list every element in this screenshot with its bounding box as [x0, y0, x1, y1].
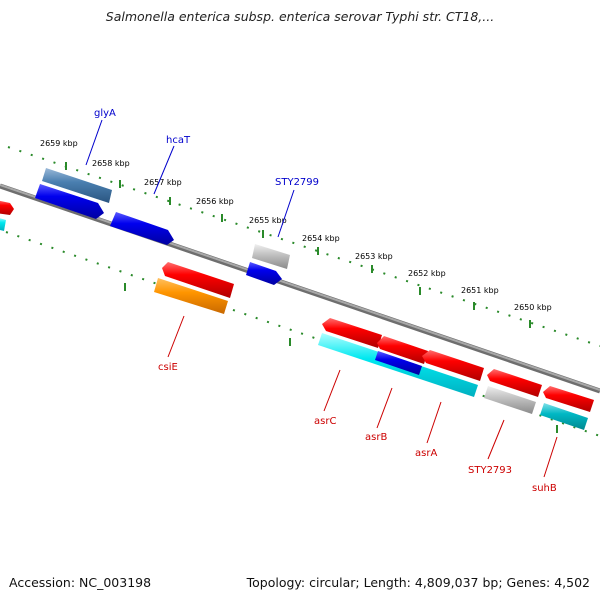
gene-feature[interactable]	[35, 184, 104, 219]
gene-feature[interactable]	[487, 369, 542, 397]
tick-label: 2653 kbp	[355, 252, 393, 261]
upper-label-connectors	[85, 119, 295, 238]
gene-label-STY2793[interactable]: STY2793	[468, 465, 512, 476]
gene-label-suhB[interactable]: suhB	[532, 483, 557, 494]
gene-feature[interactable]	[0, 217, 6, 231]
gene-feature[interactable]	[322, 318, 382, 348]
suhB-feature[interactable]	[540, 403, 588, 430]
STY2799-feature[interactable]	[252, 244, 290, 269]
outer-tick-ring	[7, 146, 600, 347]
glyA-feature[interactable]	[42, 168, 112, 203]
csiE-feature[interactable]	[154, 278, 228, 314]
tick-label: 2656 kbp	[196, 197, 234, 206]
gene-label-glyA[interactable]: glyA	[94, 108, 116, 119]
gene-label-hcaT[interactable]: hcaT	[166, 135, 191, 146]
gene-feature[interactable]	[162, 262, 234, 298]
tick-label: 2659 kbp	[40, 139, 78, 148]
gene-label-asrA[interactable]: asrA	[415, 448, 437, 459]
lower-features	[154, 262, 594, 430]
gene-feature[interactable]	[110, 212, 174, 245]
map-title: Salmonella enterica subsp. enterica sero…	[105, 9, 495, 24]
tick-label: 2657 kbp	[144, 178, 182, 187]
lower-label-connectors	[167, 315, 558, 478]
gene-feature[interactable]	[0, 200, 14, 215]
tick-label: 2652 kbp	[408, 269, 446, 278]
asrA-feature[interactable]	[422, 350, 484, 381]
tick-label: 2655 kbp	[249, 216, 287, 225]
backbone-track	[0, 183, 600, 394]
major-tick-marks	[65, 162, 558, 433]
gene-label-asrB[interactable]: asrB	[365, 432, 387, 443]
gene-feature[interactable]	[543, 386, 594, 412]
gene-label-asrC[interactable]: asrC	[314, 416, 336, 427]
genome-summary-text: Topology: circular; Length: 4,809,037 bp…	[246, 575, 590, 590]
gene-label-csiE[interactable]: csiE	[158, 362, 178, 373]
gene-feature[interactable]	[377, 336, 428, 364]
asrB-feature[interactable]	[375, 351, 422, 375]
STY2793-feature[interactable]	[484, 386, 536, 414]
tick-label: 2654 kbp	[302, 234, 340, 243]
gene-feature[interactable]	[246, 262, 282, 285]
accession-text: Accession: NC_003198	[9, 575, 152, 590]
tick-label: 2651 kbp	[461, 286, 499, 295]
upper-features	[0, 168, 290, 285]
gene-label-STY2799[interactable]: STY2799	[275, 177, 319, 188]
tick-label: 2658 kbp	[92, 159, 130, 168]
tick-label: 2650 kbp	[514, 303, 552, 312]
